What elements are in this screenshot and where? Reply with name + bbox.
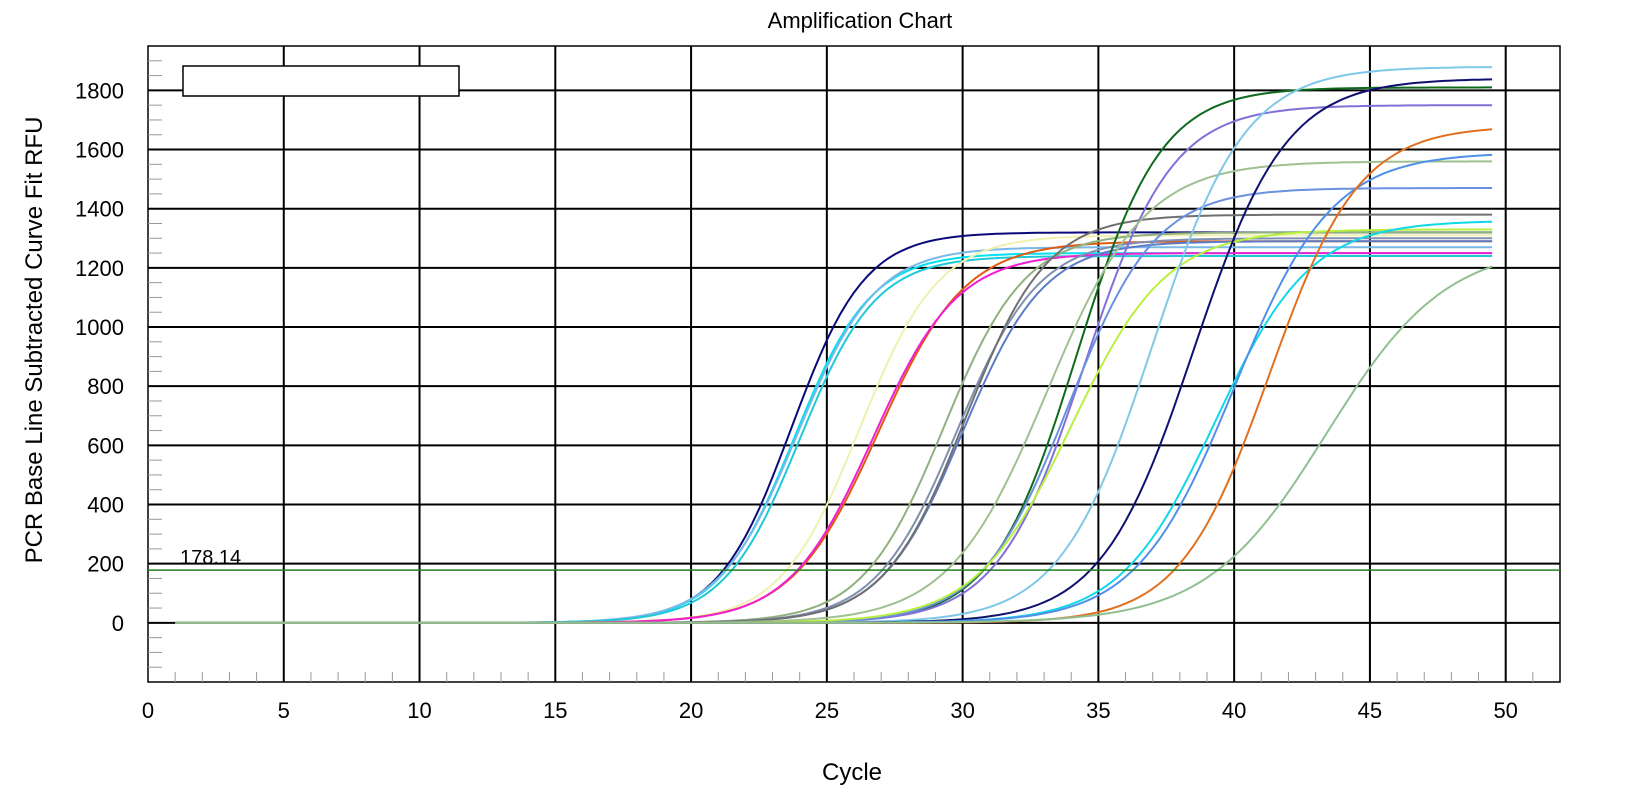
y-tick-label: 1800 <box>75 78 124 103</box>
y-tick-label: 1600 <box>75 138 124 163</box>
x-tick-label: 35 <box>1086 698 1110 723</box>
chart-title: Amplification Chart <box>768 8 953 33</box>
y-tick-label: 1400 <box>75 197 124 222</box>
y-tick-label: 200 <box>87 552 124 577</box>
y-tick-label: 1200 <box>75 256 124 281</box>
x-tick-label: 10 <box>407 698 431 723</box>
x-axis-tick-labels: 0 5 10 15 20 25 30 35 40 45 50 <box>142 698 1518 723</box>
plot-area: 178.14 <box>147 45 1561 683</box>
x-tick-label: 15 <box>543 698 567 723</box>
x-tick-label: 5 <box>278 698 290 723</box>
y-axis-label: PCR Base Line Subtracted Curve Fit RFU <box>21 117 48 564</box>
x-tick-label: 40 <box>1222 698 1246 723</box>
y-axis-tick-labels: 0 200 400 600 800 1000 1200 1400 1600 1800 <box>75 78 124 635</box>
y-tick-label: 600 <box>87 433 124 458</box>
legend-box[interactable] <box>182 65 460 97</box>
x-axis-label: Cycle <box>822 759 882 786</box>
plot-frame <box>147 45 1561 683</box>
x-tick-label: 30 <box>950 698 974 723</box>
y-tick-label: 800 <box>87 374 124 399</box>
minor-ticks <box>148 60 1534 682</box>
x-tick-label: 50 <box>1493 698 1517 723</box>
threshold-label: 178.14 <box>180 547 241 569</box>
series-group <box>175 66 1493 624</box>
x-tick-label: 45 <box>1358 698 1382 723</box>
y-tick-label: 1000 <box>75 315 124 340</box>
x-tick-label: 25 <box>815 698 839 723</box>
y-tick-label: 400 <box>87 493 124 518</box>
x-tick-label: 0 <box>142 698 154 723</box>
y-tick-label: 0 <box>112 611 124 636</box>
amplification-curve-22[interactable] <box>175 265 1493 624</box>
x-tick-label: 20 <box>679 698 703 723</box>
